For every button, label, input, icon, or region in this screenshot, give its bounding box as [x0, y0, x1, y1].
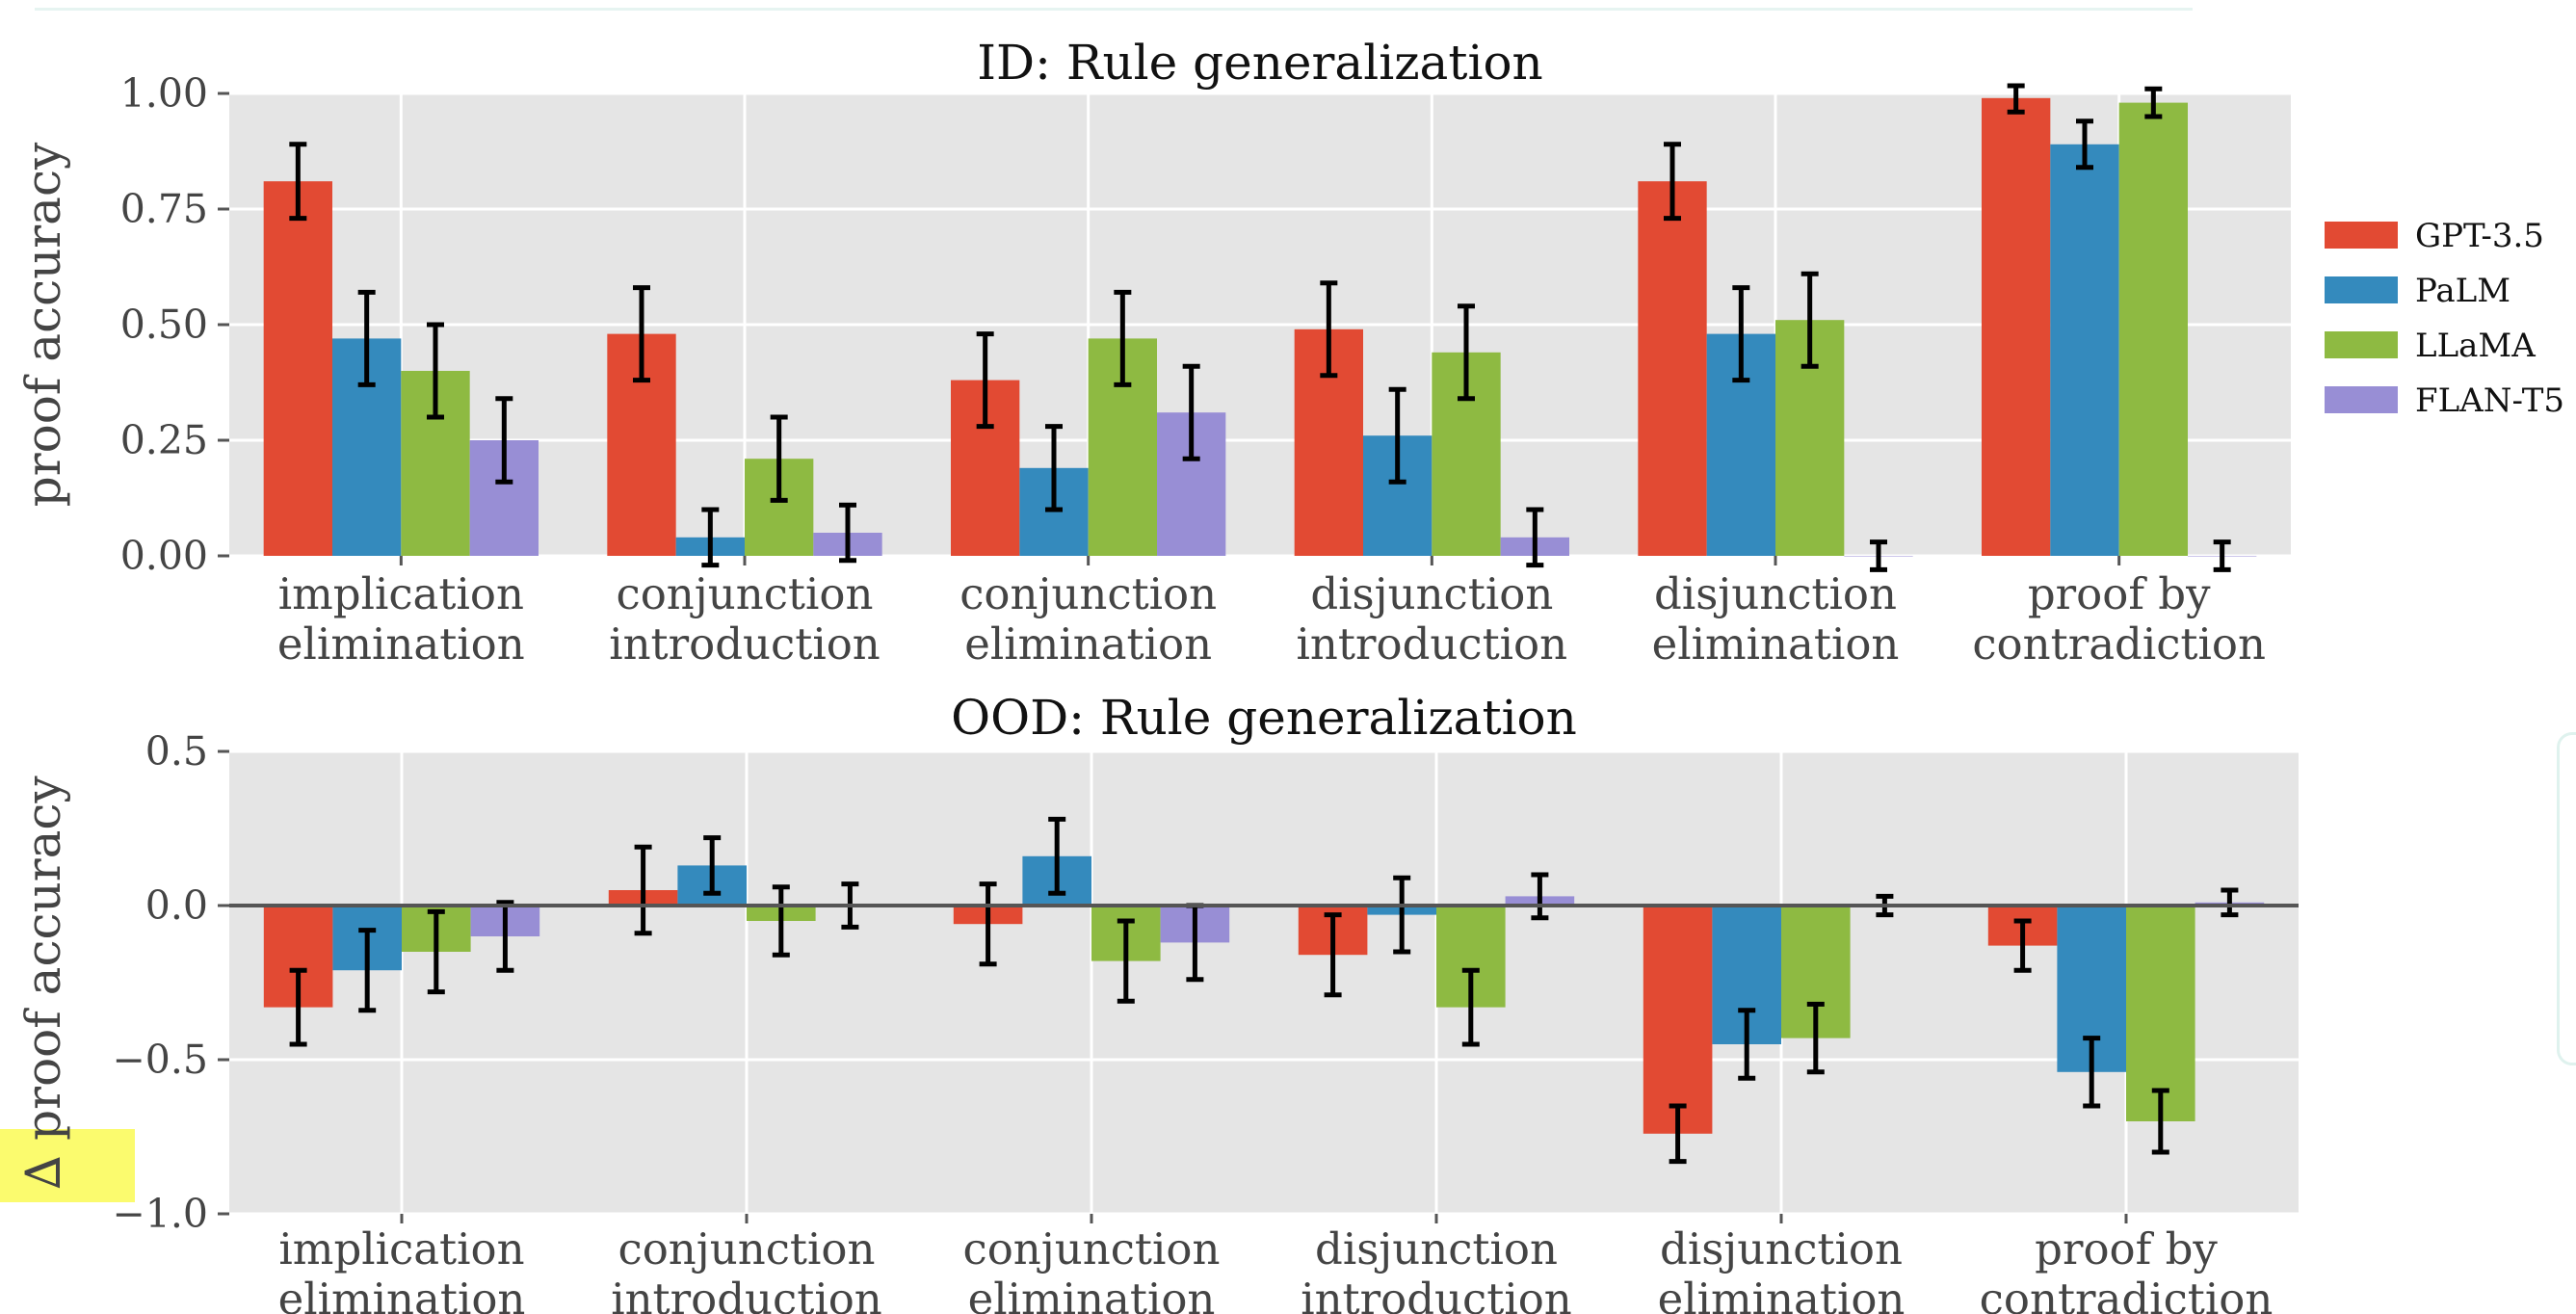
x-tick-label-line: introduction — [611, 1274, 882, 1314]
x-tick-label: disjunction elimination — [1658, 1223, 1906, 1314]
x-tick-label-line: disjunction — [1310, 568, 1553, 619]
y-tick-label: 0.50 — [120, 302, 208, 348]
bar-llama — [2126, 906, 2195, 1121]
x-tick-label-line: disjunction — [1654, 568, 1897, 619]
chart-title: ID: Rule generalization — [977, 35, 1543, 91]
x-tick-label-line: conjunction — [617, 568, 874, 619]
legend-label: PaLM — [2415, 272, 2510, 310]
text-highlight — [0, 1129, 135, 1202]
x-tick-label: disjunction introduction — [1301, 1223, 1572, 1314]
x-tick-label-line: proof by — [2035, 1223, 2218, 1275]
x-tick-label: conjunction elimination — [959, 568, 1217, 670]
y-tick-label: 1.00 — [120, 70, 208, 117]
plot-area — [229, 751, 2299, 1214]
x-tick-label-line: elimination — [278, 1274, 526, 1314]
bar-gpt-3-5 — [1982, 97, 2051, 557]
x-tick-label-line: introduction — [1297, 618, 1568, 670]
y-tick-label: −1.0 — [112, 1191, 208, 1237]
x-tick-label-line: introduction — [1301, 1274, 1572, 1314]
y-axis-label: ∆ proof accuracy — [15, 775, 71, 1190]
y-tick-label: 0.25 — [120, 417, 208, 463]
x-tick-label-line: elimination — [277, 618, 525, 670]
x-tick-label-line: introduction — [609, 618, 881, 670]
x-tick-label: proof by contradiction — [1972, 568, 2266, 670]
x-tick-label-line: disjunction — [1660, 1223, 1903, 1275]
x-tick-label-line: contradiction — [1980, 1274, 2274, 1314]
legend-swatch — [2325, 276, 2398, 303]
x-tick-label-line: elimination — [968, 1274, 1216, 1314]
x-tick-label-line: conjunction — [959, 568, 1217, 619]
x-tick-label-line: elimination — [1658, 1274, 1906, 1314]
bar-llama — [2118, 102, 2188, 556]
legend-swatch — [2325, 386, 2398, 413]
x-tick-label: implication elimination — [278, 1223, 526, 1314]
x-tick-label-line: proof by — [2028, 568, 2211, 619]
legend-label: GPT-3.5 — [2415, 217, 2544, 255]
x-tick-label-line: conjunction — [618, 1223, 876, 1275]
y-tick-label: 0.00 — [120, 533, 208, 579]
x-tick-label-line: disjunction — [1315, 1223, 1558, 1275]
bar-gpt-3-5 — [1638, 181, 1707, 556]
x-tick-label: proof by contradiction — [1980, 1223, 2274, 1314]
bar-palm — [2050, 144, 2119, 557]
legend-swatch — [2325, 331, 2398, 358]
legend-swatch — [2325, 222, 2398, 249]
x-tick-label-line: contradiction — [1972, 618, 2266, 670]
x-tick-label: conjunction introduction — [609, 568, 881, 670]
x-tick-label: implication elimination — [277, 568, 525, 670]
x-tick-label: conjunction elimination — [963, 1223, 1221, 1314]
x-tick-label-line: implication — [278, 1223, 524, 1275]
side-panel-edge — [2557, 732, 2576, 1065]
x-tick-label-line: elimination — [964, 618, 1212, 670]
x-tick-label-line: implication — [278, 568, 524, 619]
y-tick-label: −0.5 — [112, 1037, 208, 1083]
y-tick-label: 0.75 — [120, 186, 208, 232]
bar-gpt-3-5 — [263, 181, 332, 556]
x-tick-label-line: elimination — [1652, 618, 1900, 670]
top-frame-border — [35, 0, 2193, 11]
x-tick-label: conjunction introduction — [611, 1223, 882, 1314]
bar-gpt-3-5 — [1643, 906, 1713, 1134]
chart-title: OOD: Rule generalization — [951, 690, 1577, 746]
y-tick-label: 0.0 — [145, 882, 208, 929]
legend-label: FLAN-T5 — [2415, 381, 2564, 420]
legend-label: LLaMA — [2415, 327, 2536, 365]
y-axis-label: proof accuracy — [15, 142, 71, 507]
chart-legend: GPT-3.5 PaLM LLaMA FLAN-T5 — [2325, 217, 2564, 420]
y-tick-label: 0.5 — [145, 728, 208, 775]
x-tick-label: disjunction elimination — [1652, 568, 1900, 670]
x-tick-label-line: conjunction — [963, 1223, 1221, 1275]
x-tick-label: disjunction introduction — [1297, 568, 1568, 670]
